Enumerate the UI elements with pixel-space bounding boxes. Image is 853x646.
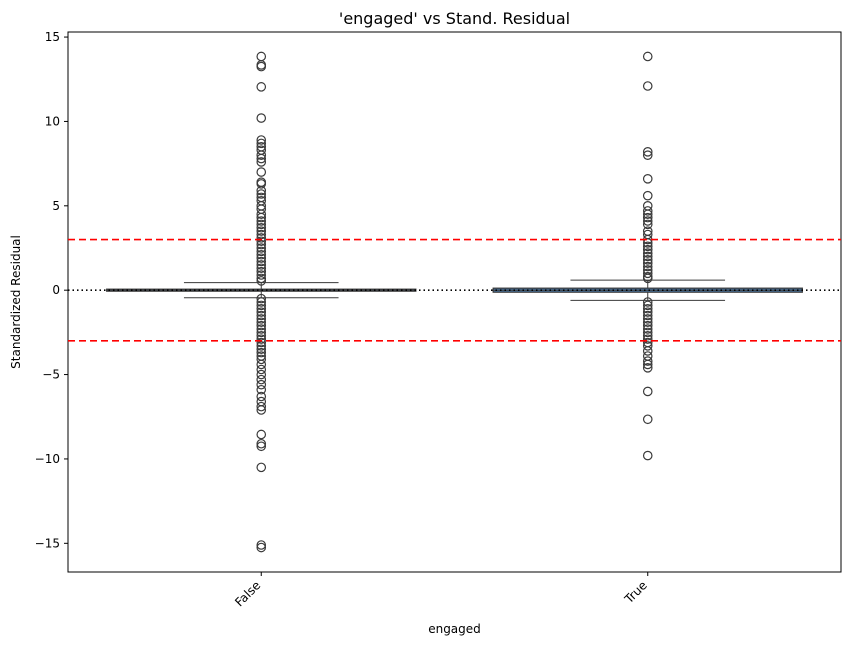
outlier-point <box>644 191 652 199</box>
outlier-point <box>257 463 265 471</box>
y-tick-label: 0 <box>52 283 60 297</box>
x-axis: False True <box>232 572 650 609</box>
boxes <box>107 52 803 551</box>
outlier-point <box>644 451 652 459</box>
box-false <box>107 52 416 551</box>
outlier-point <box>644 415 652 423</box>
y-tick-label: 10 <box>45 114 60 128</box>
outlier-point <box>257 114 265 122</box>
outlier-point <box>644 52 652 60</box>
x-tick-label: True <box>621 578 650 607</box>
y-tick-label: −15 <box>35 536 60 550</box>
outlier-point <box>257 83 265 91</box>
y-axis: −15 −10 −5 0 5 10 15 <box>35 30 68 550</box>
outlier-point <box>257 52 265 60</box>
plot-area <box>68 32 841 572</box>
outlier-point <box>257 430 265 438</box>
x-tick-label: False <box>232 578 263 609</box>
y-axis-label: Standardized Residual <box>9 235 23 369</box>
y-tick-label: −5 <box>42 368 60 382</box>
outlier-point <box>644 175 652 183</box>
outlier-point <box>644 82 652 90</box>
x-axis-label: engaged <box>428 622 481 636</box>
outlier-point <box>257 168 265 176</box>
y-tick-label: 5 <box>52 199 60 213</box>
chart-title: 'engaged' vs Stand. Residual <box>339 9 570 28</box>
y-tick-label: 15 <box>45 30 60 44</box>
box-true <box>493 52 802 459</box>
outlier-point <box>644 387 652 395</box>
y-tick-label: −10 <box>35 452 60 466</box>
